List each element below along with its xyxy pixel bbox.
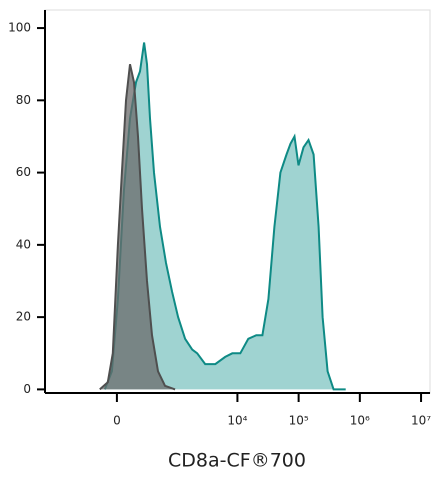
- area-fill: [99, 64, 176, 390]
- plot-frame: [44, 9, 431, 394]
- series-line: [103, 42, 346, 391]
- y-tick-label: 20: [16, 310, 31, 324]
- y-tick-label: 80: [16, 93, 31, 107]
- y-tick-label: 100: [8, 21, 31, 35]
- x-tick-label: 10⁶: [350, 414, 370, 428]
- series-line: [99, 63, 176, 391]
- x-tick-label: 0: [113, 414, 121, 428]
- x-tick-label: 10⁵: [289, 414, 309, 428]
- y-tick-label: 60: [16, 165, 31, 179]
- x-axis-title: CD8a-CF®700: [168, 450, 306, 472]
- x-tick-label: 10⁴: [227, 414, 247, 428]
- x-tick-label: 10⁷: [411, 414, 431, 428]
- y-tick-label: 40: [16, 237, 31, 251]
- y-tick-label: 0: [23, 382, 31, 396]
- area-fill: [104, 42, 346, 390]
